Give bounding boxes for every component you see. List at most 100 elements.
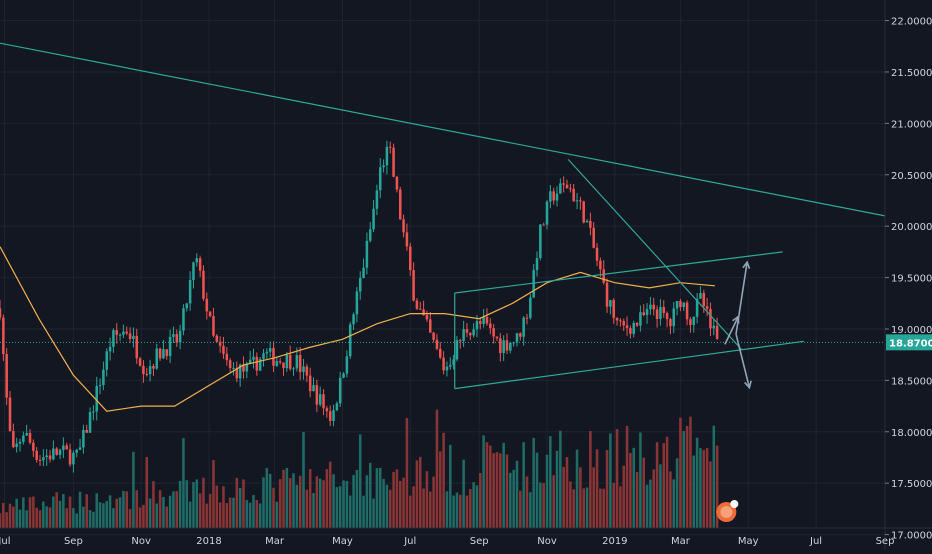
candle-body [88, 412, 92, 433]
candle-body [368, 229, 372, 241]
volume-bar [112, 508, 115, 528]
price-tick-label: 18.00000 [891, 428, 932, 439]
candle-body [22, 435, 25, 442]
volume-bar [195, 479, 199, 528]
candle-body [278, 361, 282, 363]
time-tick-label: Sep [470, 536, 489, 547]
candle-body [95, 386, 98, 412]
candle-body [535, 258, 539, 271]
candle-body [65, 445, 68, 450]
candle-body [152, 366, 155, 369]
price-axis-background [885, 0, 932, 550]
candle-body [672, 308, 676, 327]
candle-body [68, 449, 72, 465]
volume-bar [575, 449, 579, 528]
candle-body [285, 354, 289, 369]
volume-bar [165, 506, 169, 528]
trend-drawings[interactable] [0, 42, 886, 390]
candle-body [45, 455, 48, 458]
volume-bar [449, 444, 452, 528]
volume-bar [245, 500, 249, 528]
volume-bar [108, 495, 112, 528]
volume-bar [65, 508, 68, 528]
candle-body [228, 360, 232, 368]
candle-body [405, 232, 409, 247]
candle-body [348, 324, 352, 357]
candle-body [42, 457, 45, 461]
candles[interactable] [0, 140, 719, 473]
price-tick-label: 19.50000 [891, 274, 932, 285]
volume-bar [469, 489, 472, 528]
volume-bar [702, 450, 706, 528]
volume-bar [422, 488, 425, 528]
candle-body [515, 333, 519, 343]
volume-bar [272, 487, 275, 528]
candle-body [652, 304, 656, 310]
volume-bar [68, 496, 72, 528]
volume-bar [542, 482, 545, 528]
volume-bar [665, 436, 669, 528]
volume-bar [412, 486, 415, 528]
volume-bar [98, 502, 102, 528]
volume-bar [75, 513, 78, 528]
candle-body [122, 331, 125, 335]
volume-bar [58, 500, 62, 528]
candle-body [575, 200, 579, 202]
candle-body [635, 322, 639, 326]
candle-body [92, 411, 95, 413]
volume-bar [225, 503, 229, 528]
volume-bar [102, 503, 105, 528]
volume-bar [122, 490, 125, 528]
volume-bar [602, 488, 605, 528]
volume-bar [372, 498, 375, 528]
volume-bar [335, 487, 339, 528]
volume-bar [155, 503, 159, 528]
volume-bar [382, 478, 385, 528]
volume-bar [265, 468, 269, 528]
volume-bar [462, 459, 465, 528]
candle-body [305, 366, 309, 376]
volume-bar [709, 461, 712, 528]
volume-bars [0, 409, 719, 528]
candle-body [388, 146, 392, 148]
candle-body [258, 359, 262, 371]
candle-body [519, 333, 522, 337]
candle-body [705, 306, 709, 309]
descending-trendline [567, 158, 743, 350]
candle-body [529, 297, 532, 318]
candle-body [15, 443, 18, 448]
time-tick-label: Jul [403, 536, 416, 547]
candle-body [455, 340, 459, 360]
volume-bar [262, 477, 265, 528]
candle-body [182, 308, 185, 331]
candle-body [215, 335, 219, 342]
candle-body [398, 189, 402, 220]
candle-body [582, 201, 585, 223]
volume-bar [559, 430, 562, 528]
candle-body [495, 336, 499, 339]
volume-bar [8, 503, 12, 528]
volume-bar [5, 512, 8, 528]
volume-bar [282, 469, 285, 528]
time-tick-label: 2019 [602, 536, 627, 547]
candle-body [675, 300, 679, 309]
time-tick-label: May [332, 536, 353, 547]
volume-bar [28, 497, 32, 528]
price-tick-label: 22.00000 [891, 17, 932, 28]
volume-bar [78, 491, 82, 528]
candle-body [525, 317, 529, 319]
volume-bar [72, 508, 75, 528]
volume-bar [689, 416, 692, 528]
volume-bar [405, 417, 409, 528]
volume-bar [585, 487, 589, 528]
candle-body [408, 246, 412, 271]
tradingview-logo-icon[interactable] [716, 500, 739, 522]
candle-body [335, 403, 339, 411]
volume-bar [105, 501, 109, 528]
candle-body [685, 302, 689, 320]
volume-bar [378, 467, 382, 528]
candle-body [599, 260, 602, 270]
volume-bar [705, 448, 709, 528]
